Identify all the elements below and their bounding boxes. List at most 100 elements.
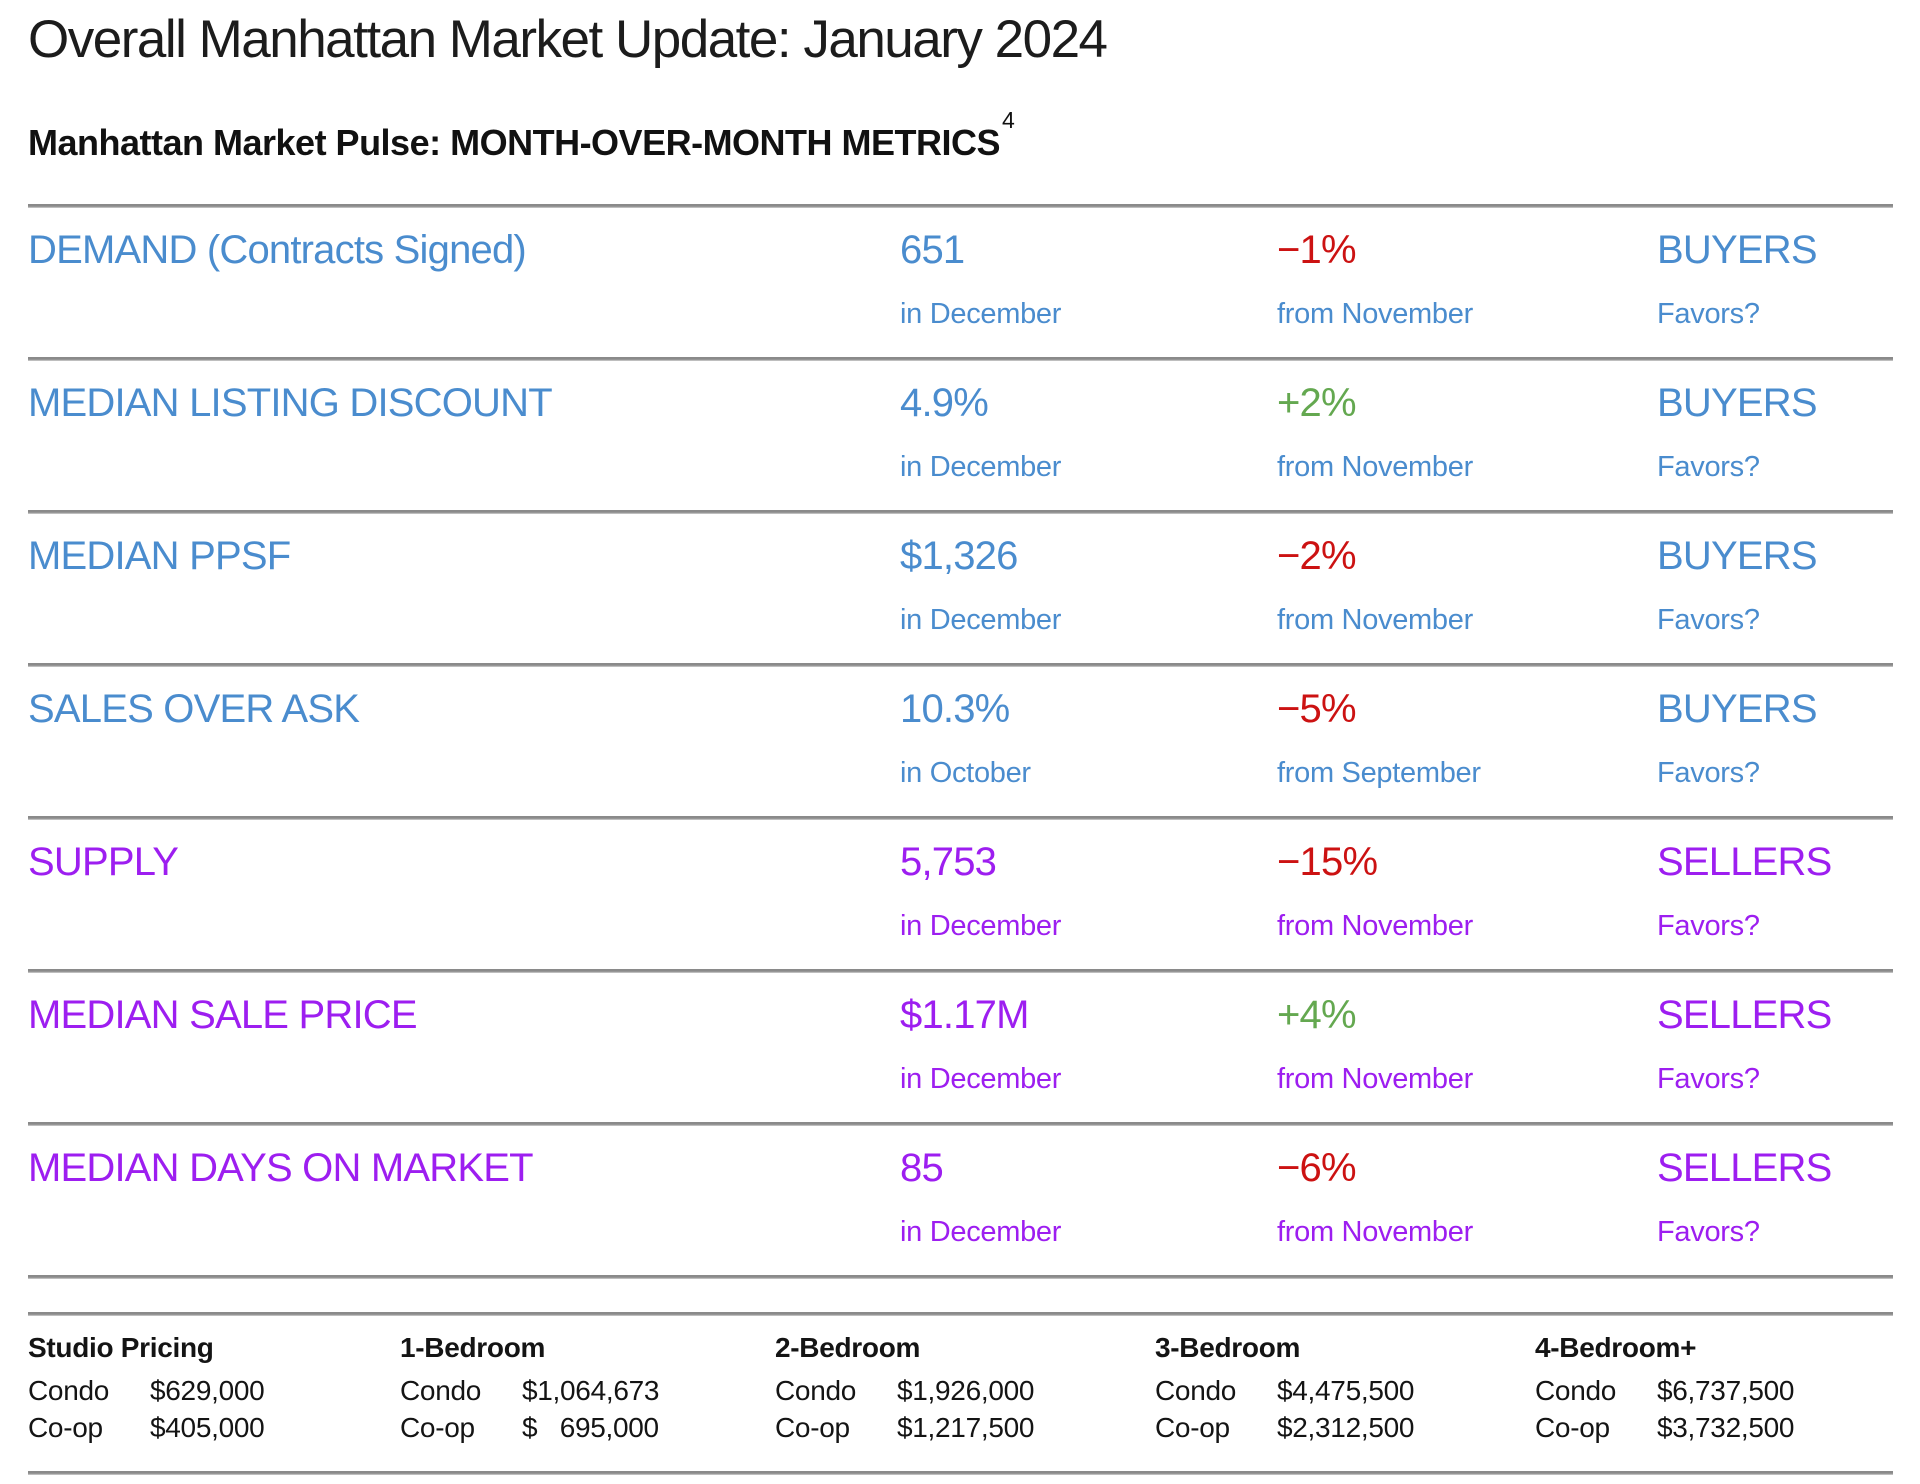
metric-value-cell: 651 in December xyxy=(900,229,1277,357)
pricing-row-value: $1,926,000 xyxy=(897,1374,1035,1406)
divider xyxy=(28,662,1893,667)
pricing-column-studio: Studio Pricing Condo $629,000 Co-op $405,0… xyxy=(28,1332,400,1471)
metric-favors: SELLERS xyxy=(1657,1145,1832,1190)
metric-row-median-ppsf: MEDIAN PPSF $1,326 in December −2% from No… xyxy=(28,514,1893,663)
pricing-row-value: $1,064,673 xyxy=(522,1374,660,1406)
metric-compare: from November xyxy=(1277,450,1473,483)
metric-label-cell: SALES OVER ASK xyxy=(28,688,900,816)
metric-change: −5% xyxy=(1277,686,1357,731)
metric-favors-label: Favors? xyxy=(1657,1215,1760,1248)
metric-favors-label: Favors? xyxy=(1657,297,1760,330)
metric-favors: SELLERS xyxy=(1657,992,1832,1037)
metric-change-cell: −2% from November xyxy=(1277,535,1657,663)
metric-period: in December xyxy=(900,603,1062,636)
pricing-row: Co-op $3,732,500 xyxy=(1535,1409,1893,1446)
pricing-row-value: $2,312,500 xyxy=(1277,1411,1415,1443)
metric-row-demand: DEMAND (Contracts Signed) 651 in December… xyxy=(28,208,1893,357)
metric-change-cell: −1% from November xyxy=(1277,229,1657,357)
metric-value: 10.3% xyxy=(900,686,1010,731)
metric-favors-label: Favors? xyxy=(1657,756,1760,789)
metric-period: in October xyxy=(900,756,1031,789)
metric-change-cell: −5% from September xyxy=(1277,688,1657,816)
metric-favors: BUYERS xyxy=(1657,380,1818,425)
pricing-column-3-bedroom: 3-Bedroom Condo $4,475,500 Co-op $2,312,50… xyxy=(1155,1332,1535,1471)
metric-change: −15% xyxy=(1277,839,1378,884)
pricing-row-label: Co-op xyxy=(775,1411,850,1443)
metric-period: in December xyxy=(900,450,1062,483)
pricing-column-header: 1-Bedroom xyxy=(400,1331,546,1363)
pricing-row: Condo $4,475,500 xyxy=(1155,1372,1535,1409)
metric-label-cell: DEMAND (Contracts Signed) xyxy=(28,229,900,357)
metric-label-cell: MEDIAN DAYS ON MARKET xyxy=(28,1147,900,1275)
pricing-row: Co-op $1,217,500 xyxy=(775,1409,1155,1446)
metric-favors-label: Favors? xyxy=(1657,909,1760,942)
metric-value: 651 xyxy=(900,227,965,272)
metric-change: −2% xyxy=(1277,533,1357,578)
section-heading: Manhattan Market Pulse: MONTH-OVER-MONTH… xyxy=(28,107,1893,164)
divider xyxy=(28,509,1893,514)
metric-compare: from November xyxy=(1277,1215,1473,1248)
metric-favors-cell: SELLERS Favors? xyxy=(1657,1147,1893,1275)
metrics-table: DEMAND (Contracts Signed) 651 in December… xyxy=(28,203,1893,1279)
metric-favors: BUYERS xyxy=(1657,533,1818,578)
metric-compare: from September xyxy=(1277,756,1481,789)
divider xyxy=(28,1311,1893,1316)
pricing-row-label: Condo xyxy=(1535,1374,1617,1406)
pricing-row-value: $ 695,000 xyxy=(522,1411,659,1443)
metric-compare: from November xyxy=(1277,603,1473,636)
pricing-row: Co-op $ 695,000 xyxy=(400,1409,775,1446)
metric-row-sales-over-ask: SALES OVER ASK 10.3% in October −5% from S… xyxy=(28,667,1893,816)
metric-value: 4.9% xyxy=(900,380,989,425)
pricing-row-value: $3,732,500 xyxy=(1657,1411,1795,1443)
spacer xyxy=(28,1279,1893,1312)
metric-value: $1,326 xyxy=(900,533,1018,578)
pricing-row-label: Co-op xyxy=(1155,1411,1230,1443)
metric-change-cell: −15% from November xyxy=(1277,841,1657,969)
metric-compare: from November xyxy=(1277,1062,1473,1095)
metric-label-cell: SUPPLY xyxy=(28,841,900,969)
pricing-row-label: Co-op xyxy=(1535,1411,1610,1443)
pricing-row-label: Condo xyxy=(400,1374,482,1406)
metric-value-cell: 4.9% in December xyxy=(900,382,1277,510)
metric-label: SUPPLY xyxy=(28,839,179,884)
pricing-column-header: 2-Bedroom xyxy=(775,1331,921,1363)
metric-value-cell: $1.17M in December xyxy=(900,994,1277,1122)
pricing-row-label: Condo xyxy=(28,1374,110,1406)
divider xyxy=(28,1470,1893,1475)
divider xyxy=(28,1274,1893,1279)
pricing-row-value: $1,217,500 xyxy=(897,1411,1035,1443)
metric-value: 5,753 xyxy=(900,839,997,884)
pricing-row: Condo $1,926,000 xyxy=(775,1372,1155,1409)
metric-change: −6% xyxy=(1277,1145,1357,1190)
pricing-row: Co-op $2,312,500 xyxy=(1155,1409,1535,1446)
metric-favors-label: Favors? xyxy=(1657,450,1760,483)
metric-favors-cell: SELLERS Favors? xyxy=(1657,994,1893,1122)
divider xyxy=(28,356,1893,361)
metric-change-cell: +2% from November xyxy=(1277,382,1657,510)
pricing-column-header: Studio Pricing xyxy=(28,1331,214,1363)
pricing-row-value: $629,000 xyxy=(150,1374,265,1406)
metric-favors-label: Favors? xyxy=(1657,603,1760,636)
metric-favors: SELLERS xyxy=(1657,839,1832,884)
metric-change-cell: −6% from November xyxy=(1277,1147,1657,1275)
metric-favors-cell: BUYERS Favors? xyxy=(1657,535,1893,663)
pricing-row: Condo $1,064,673 xyxy=(400,1372,775,1409)
metric-period: in December xyxy=(900,1215,1062,1248)
metric-label: MEDIAN SALE PRICE xyxy=(28,992,418,1037)
pricing-column-4-bedroom-plus: 4-Bedroom+ Condo $6,737,500 Co-op $3,732,5… xyxy=(1535,1332,1893,1471)
metric-label: DEMAND (Contracts Signed) xyxy=(28,227,527,272)
divider xyxy=(28,815,1893,820)
metric-row-supply: SUPPLY 5,753 in December −15% from Novembe… xyxy=(28,820,1893,969)
metric-value-cell: 85 in December xyxy=(900,1147,1277,1275)
metric-favors-cell: SELLERS Favors? xyxy=(1657,841,1893,969)
metric-value-cell: $1,326 in December xyxy=(900,535,1277,663)
metric-change: −1% xyxy=(1277,227,1357,272)
pricing-row-label: Condo xyxy=(1155,1374,1237,1406)
pricing-column-1-bedroom: 1-Bedroom Condo $1,064,673 Co-op $ 695,000 xyxy=(400,1332,775,1471)
metric-label: SALES OVER ASK xyxy=(28,686,360,731)
metric-change-cell: +4% from November xyxy=(1277,994,1657,1122)
pricing-table: Studio Pricing Condo $629,000 Co-op $405,0… xyxy=(28,1316,1893,1471)
metric-value-cell: 5,753 in December xyxy=(900,841,1277,969)
metric-label: MEDIAN DAYS ON MARKET xyxy=(28,1145,534,1190)
